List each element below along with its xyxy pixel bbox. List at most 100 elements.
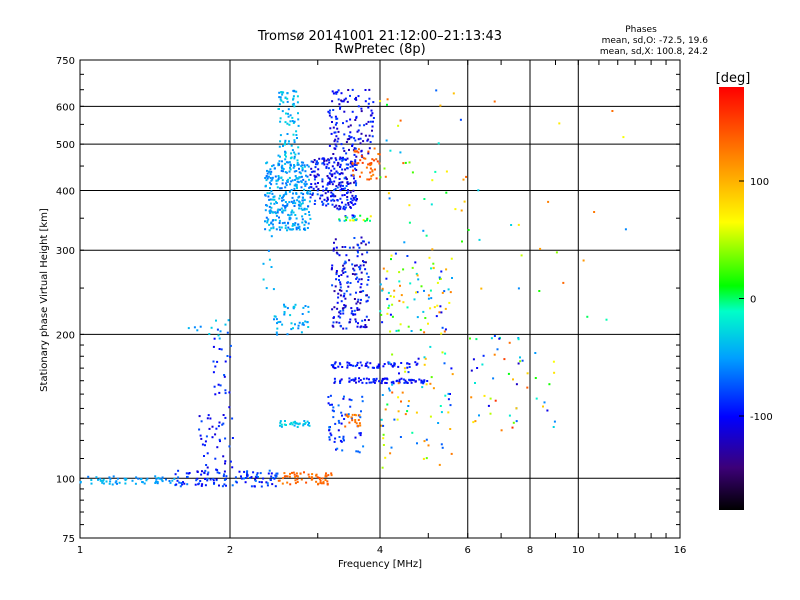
data-point	[351, 143, 354, 146]
data-point	[266, 204, 269, 207]
stats-header: Phases	[625, 25, 657, 35]
data-point	[360, 242, 363, 245]
data-point	[343, 133, 346, 136]
data-point	[344, 168, 347, 171]
data-point	[346, 198, 349, 201]
data-point	[312, 187, 315, 190]
data-point	[330, 169, 333, 172]
data-point	[355, 264, 358, 267]
data-point	[286, 97, 289, 100]
data-point	[315, 473, 318, 476]
data-point	[292, 211, 295, 214]
data-point	[355, 320, 357, 323]
data-point	[358, 246, 361, 249]
data-point	[360, 410, 362, 413]
data-point	[496, 348, 499, 351]
data-point	[360, 155, 363, 158]
data-point	[273, 198, 276, 201]
data-point	[249, 477, 252, 479]
data-point	[332, 366, 335, 369]
data-point	[393, 362, 396, 365]
data-point	[312, 161, 315, 164]
data-point	[462, 178, 465, 181]
data-point	[421, 381, 424, 384]
data-point	[339, 206, 342, 209]
data-point	[326, 183, 329, 186]
data-point	[134, 482, 137, 485]
data-point	[319, 194, 322, 197]
data-point	[267, 472, 270, 475]
data-point	[306, 164, 309, 167]
data-point	[344, 158, 347, 161]
data-point	[193, 326, 196, 329]
data-point	[398, 299, 401, 302]
data-point	[296, 187, 298, 190]
data-point	[366, 294, 368, 297]
data-point	[330, 434, 333, 437]
data-point	[250, 485, 253, 488]
data-point	[286, 133, 289, 135]
data-point	[357, 129, 360, 132]
data-point	[383, 377, 386, 380]
data-point	[301, 168, 304, 171]
data-point	[303, 164, 306, 167]
data-point	[357, 450, 360, 453]
data-point	[343, 292, 346, 295]
data-point	[212, 345, 215, 348]
data-point	[244, 481, 247, 484]
data-point	[300, 186, 303, 189]
data-point	[384, 381, 387, 384]
data-point	[407, 325, 410, 328]
data-point	[355, 381, 357, 384]
data-point	[282, 168, 285, 170]
chart-title: Tromsø 20141001 21:12:00–21:13:43	[257, 29, 502, 44]
data-point	[287, 142, 290, 145]
data-point	[324, 479, 327, 481]
data-point	[212, 478, 215, 480]
data-point	[218, 421, 221, 424]
data-point	[423, 198, 426, 200]
data-point	[371, 112, 374, 115]
data-point	[339, 316, 342, 319]
data-point	[354, 119, 357, 121]
data-point	[290, 211, 293, 214]
data-point	[321, 200, 324, 203]
data-point	[553, 420, 556, 423]
data-point	[187, 327, 190, 330]
data-point	[313, 170, 316, 173]
data-point	[414, 261, 417, 264]
data-point	[297, 327, 300, 330]
data-point	[298, 204, 301, 207]
data-point	[278, 145, 281, 148]
data-point	[311, 193, 314, 196]
data-point	[371, 129, 373, 132]
data-point	[335, 92, 338, 95]
data-point	[369, 177, 372, 180]
data-point	[383, 363, 386, 365]
data-point	[353, 298, 356, 300]
data-point	[388, 304, 391, 307]
data-point	[115, 480, 118, 483]
data-point	[292, 223, 295, 225]
data-point	[335, 321, 338, 324]
data-point	[372, 117, 375, 119]
data-point	[364, 268, 367, 271]
data-point	[334, 176, 337, 179]
data-point	[334, 361, 337, 364]
data-point	[209, 478, 212, 481]
data-point	[348, 246, 351, 249]
data-point	[349, 219, 352, 222]
data-point	[339, 107, 341, 110]
data-point	[329, 394, 332, 397]
data-point	[145, 479, 148, 482]
data-point	[296, 481, 299, 483]
data-point	[344, 215, 347, 218]
data-point	[199, 434, 202, 437]
data-point	[125, 478, 128, 481]
data-point	[220, 348, 223, 351]
data-point	[333, 199, 336, 202]
data-point	[350, 307, 353, 310]
data-point	[315, 185, 318, 188]
data-point	[303, 165, 306, 168]
data-point	[200, 484, 203, 487]
